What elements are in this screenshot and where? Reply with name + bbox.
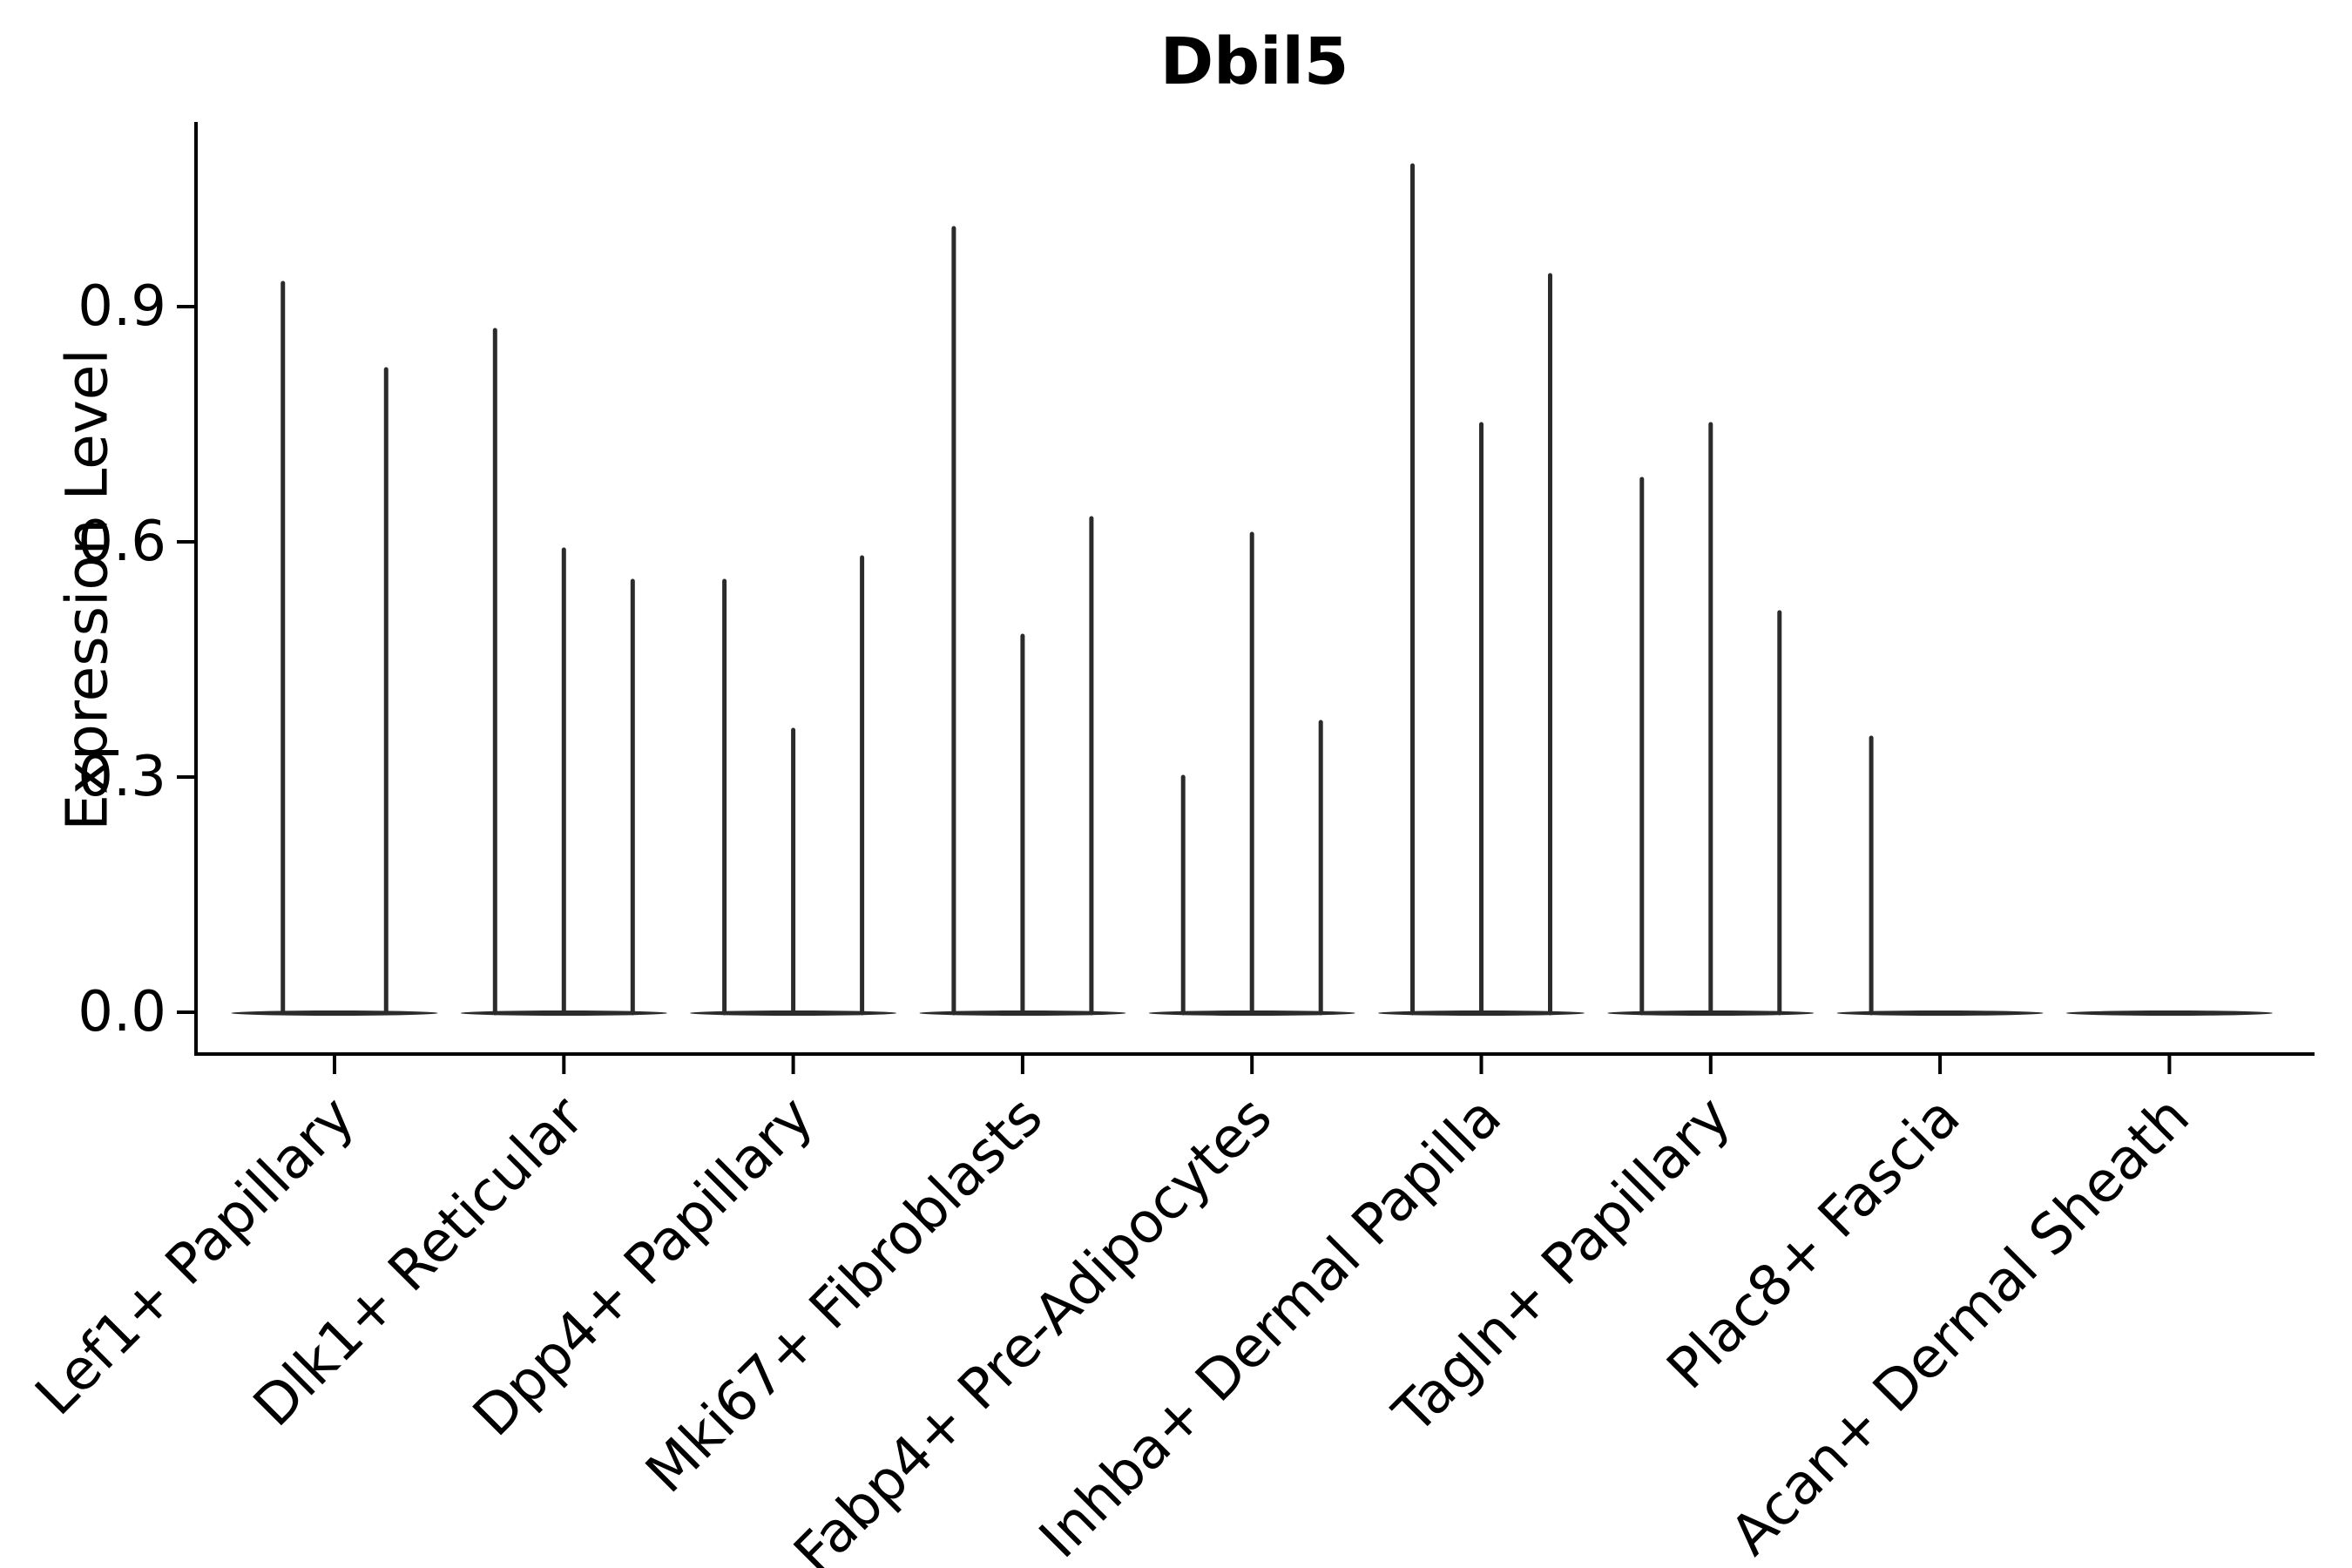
x-category-label: Mki67+ Fibroblasts <box>634 1085 1055 1505</box>
violin-base <box>231 1010 438 1016</box>
x-category-label: Inhba+ Dermal Papilla <box>1028 1085 1514 1568</box>
violin-base <box>2065 1010 2273 1016</box>
chart-title: Dbil5 <box>1159 24 1349 99</box>
x-category-label: Acan+ Dermal Sheath <box>1719 1085 2202 1568</box>
y-tick-label: 0.3 <box>78 745 166 809</box>
y-tick-label: 0.6 <box>78 510 166 574</box>
y-tick-label: 0.9 <box>78 274 166 339</box>
y-tick-label: 0.0 <box>78 980 166 1044</box>
violin-base <box>1836 1010 2044 1016</box>
